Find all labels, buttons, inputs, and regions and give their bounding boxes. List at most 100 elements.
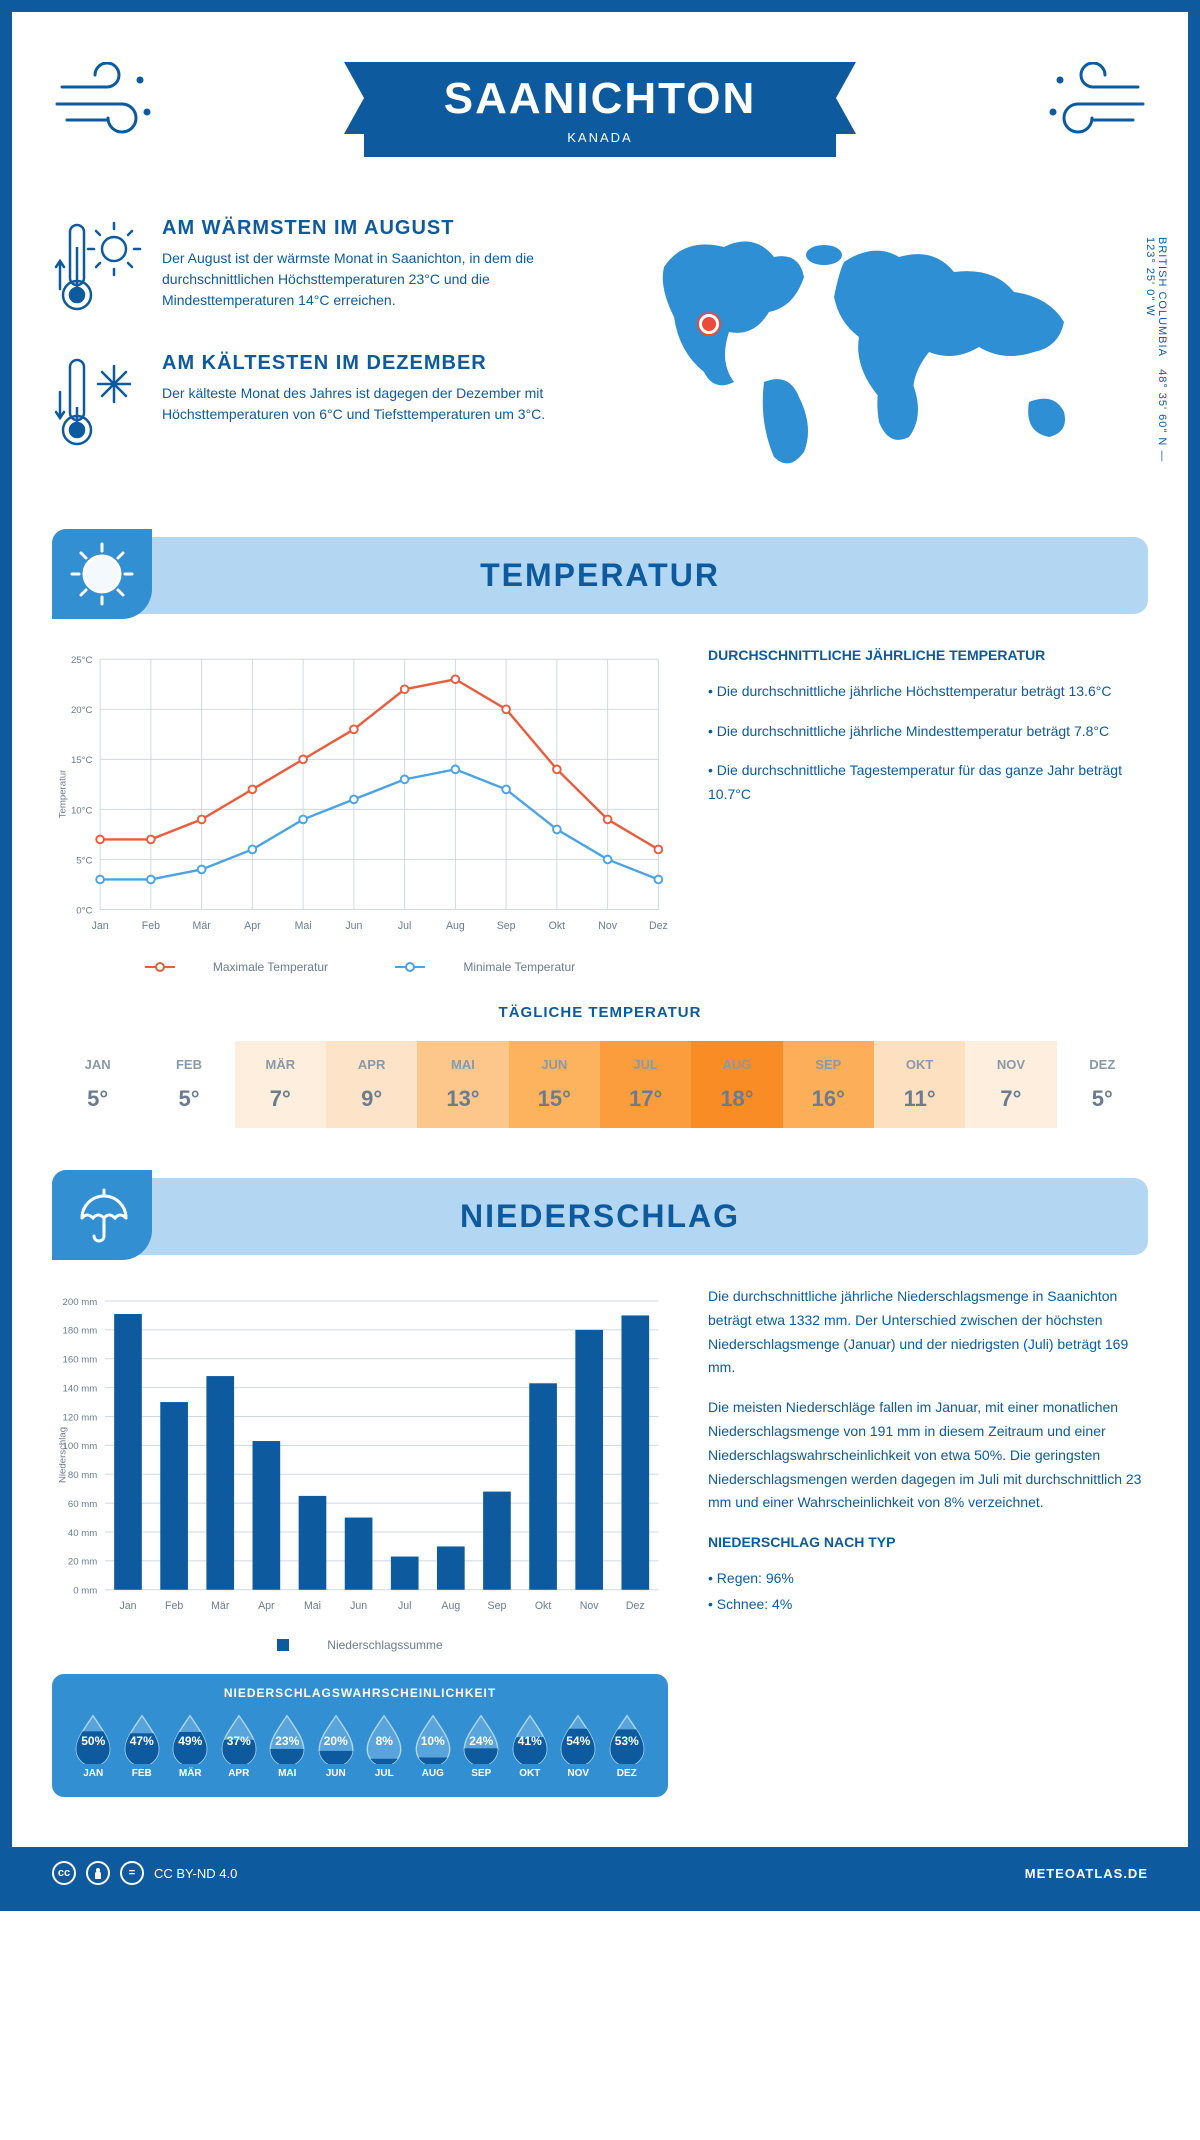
svg-text:5°C: 5°C bbox=[76, 855, 92, 866]
svg-text:Mär: Mär bbox=[211, 1600, 230, 1612]
coldest-title: AM KÄLTESTEN IM DEZEMBER bbox=[162, 352, 580, 375]
svg-text:200 mm: 200 mm bbox=[63, 1297, 98, 1308]
prob-drop: 37% APR bbox=[216, 1712, 263, 1779]
umbrella-icon bbox=[52, 1170, 152, 1260]
temp-cell: JUL17° bbox=[600, 1041, 691, 1128]
svg-text:20°C: 20°C bbox=[71, 705, 93, 716]
svg-text:Jul: Jul bbox=[398, 920, 412, 932]
precip-summary: Die durchschnittliche jährliche Niedersc… bbox=[708, 1285, 1148, 1797]
svg-text:20 mm: 20 mm bbox=[68, 1557, 97, 1568]
temp-cell: MAI13° bbox=[417, 1041, 508, 1128]
cc-icon: cc bbox=[52, 1861, 76, 1885]
svg-text:Mär: Mär bbox=[193, 920, 212, 932]
svg-text:Okt: Okt bbox=[549, 920, 566, 932]
precip-section-header: NIEDERSCHLAG bbox=[52, 1178, 1148, 1255]
svg-text:Feb: Feb bbox=[142, 920, 160, 932]
thermometer-sun-icon bbox=[52, 217, 142, 322]
nd-icon: = bbox=[120, 1861, 144, 1885]
site-name: METEOATLAS.DE bbox=[1025, 1866, 1148, 1881]
world-map: BRITISH COLUMBIA 48° 35' 60" N — 123° 25… bbox=[620, 217, 1148, 487]
prob-drop: 24% SEP bbox=[458, 1712, 505, 1779]
svg-text:160 mm: 160 mm bbox=[63, 1355, 98, 1366]
temp-cell: OKT11° bbox=[874, 1041, 965, 1128]
hottest-fact: AM WÄRMSTEN IM AUGUST Der August ist der… bbox=[52, 217, 580, 322]
temp-cell: DEZ5° bbox=[1057, 1041, 1148, 1128]
svg-text:Jun: Jun bbox=[345, 920, 362, 932]
svg-text:120 mm: 120 mm bbox=[63, 1412, 98, 1423]
coldest-fact: AM KÄLTESTEN IM DEZEMBER Der kälteste Mo… bbox=[52, 352, 580, 457]
temperature-title: TEMPERATUR bbox=[72, 557, 1128, 594]
svg-text:Jun: Jun bbox=[350, 1600, 367, 1612]
svg-text:40 mm: 40 mm bbox=[68, 1528, 97, 1539]
page-subtitle: KANADA bbox=[444, 130, 757, 145]
temp-cell: MÄR7° bbox=[235, 1041, 326, 1128]
title-banner: SAANICHTON KANADA bbox=[364, 62, 837, 157]
sun-icon bbox=[52, 529, 152, 619]
prob-drop: 20% JUN bbox=[313, 1712, 360, 1779]
svg-text:60 mm: 60 mm bbox=[68, 1499, 97, 1510]
svg-text:Dez: Dez bbox=[649, 920, 668, 932]
precip-chart-legend: Niederschlagssumme bbox=[52, 1638, 668, 1654]
wind-icon bbox=[52, 62, 162, 147]
temp-cell: SEP16° bbox=[783, 1041, 874, 1128]
svg-text:Sep: Sep bbox=[497, 920, 516, 932]
prob-drop: 8% JUL bbox=[361, 1712, 408, 1779]
svg-text:Niederschlag: Niederschlag bbox=[57, 1427, 68, 1483]
temperature-line-chart: 0°C 5°C 10°C 15°C 20°C 25°C Jan Feb Mär Apr Mai Jun… bbox=[52, 644, 668, 944]
temperature-section-header: TEMPERATUR bbox=[52, 537, 1148, 614]
svg-text:180 mm: 180 mm bbox=[63, 1326, 98, 1337]
prob-drop: 23% MAI bbox=[264, 1712, 311, 1779]
precip-bar-chart: 0 mm20 mm40 mm60 mm80 mm100 mm120 mm140 … bbox=[52, 1285, 668, 1625]
by-icon bbox=[86, 1861, 110, 1885]
temp-cell: NOV7° bbox=[965, 1041, 1056, 1128]
svg-text:Jan: Jan bbox=[119, 1600, 136, 1612]
svg-text:10°C: 10°C bbox=[71, 805, 93, 816]
license-text: CC BY-ND 4.0 bbox=[154, 1866, 237, 1881]
svg-text:Sep: Sep bbox=[488, 1600, 507, 1612]
svg-text:Nov: Nov bbox=[580, 1600, 600, 1612]
precip-title: NIEDERSCHLAG bbox=[72, 1198, 1128, 1235]
svg-text:Mai: Mai bbox=[295, 920, 312, 932]
svg-text:Apr: Apr bbox=[258, 1600, 275, 1612]
svg-text:140 mm: 140 mm bbox=[63, 1383, 98, 1394]
svg-text:Nov: Nov bbox=[598, 920, 618, 932]
svg-text:Mai: Mai bbox=[304, 1600, 321, 1612]
prob-drop: 53% DEZ bbox=[604, 1712, 651, 1779]
svg-text:Aug: Aug bbox=[446, 920, 465, 932]
hottest-text: Der August ist der wärmste Monat in Saan… bbox=[162, 248, 580, 311]
temp-cell: APR9° bbox=[326, 1041, 417, 1128]
wind-icon bbox=[1038, 62, 1148, 147]
temp-cell: JAN5° bbox=[52, 1041, 143, 1128]
svg-text:Temperatur: Temperatur bbox=[57, 769, 68, 818]
coordinates: BRITISH COLUMBIA 48° 35' 60" N — 123° 25… bbox=[1144, 237, 1168, 487]
svg-text:Okt: Okt bbox=[535, 1600, 552, 1612]
temp-cell: AUG18° bbox=[691, 1041, 782, 1128]
svg-text:15°C: 15°C bbox=[71, 755, 93, 766]
prob-drop: 41% OKT bbox=[507, 1712, 554, 1779]
svg-text:Apr: Apr bbox=[244, 920, 261, 932]
hottest-title: AM WÄRMSTEN IM AUGUST bbox=[162, 217, 580, 240]
prob-drop: 49% MÄR bbox=[167, 1712, 214, 1779]
precip-probability-box: NIEDERSCHLAGSWAHRSCHEINLICHKEIT 50% JAN … bbox=[52, 1674, 668, 1797]
svg-text:Aug: Aug bbox=[441, 1600, 460, 1612]
svg-text:0 mm: 0 mm bbox=[73, 1586, 97, 1597]
temp-cell: FEB5° bbox=[143, 1041, 234, 1128]
header: SAANICHTON KANADA bbox=[52, 42, 1148, 187]
svg-text:25°C: 25°C bbox=[71, 655, 93, 666]
prob-drop: 50% JAN bbox=[70, 1712, 117, 1779]
svg-text:Dez: Dez bbox=[626, 1600, 645, 1612]
temperature-summary: DURCHSCHNITTLICHE JÄHRLICHE TEMPERATUR •… bbox=[708, 644, 1148, 974]
prob-drop: 10% AUG bbox=[410, 1712, 457, 1779]
svg-text:0°C: 0°C bbox=[76, 905, 92, 916]
svg-text:Feb: Feb bbox=[165, 1600, 183, 1612]
svg-text:Jul: Jul bbox=[398, 1600, 412, 1612]
daily-temperature-table: TÄGLICHE TEMPERATUR JAN5°FEB5°MÄR7°APR9°… bbox=[52, 1004, 1148, 1128]
svg-text:Jan: Jan bbox=[92, 920, 109, 932]
coldest-text: Der kälteste Monat des Jahres ist dagege… bbox=[162, 383, 580, 425]
infographic-frame: SAANICHTON KANADA AM WÄRMSTEN IM AUGUST … bbox=[0, 0, 1200, 1911]
prob-drop: 54% NOV bbox=[555, 1712, 602, 1779]
footer: cc = CC BY-ND 4.0 METEOATLAS.DE bbox=[12, 1847, 1188, 1899]
temp-chart-legend: Maximale Temperatur Minimale Temperatur bbox=[52, 957, 668, 974]
thermometer-snow-icon bbox=[52, 352, 142, 457]
svg-text:80 mm: 80 mm bbox=[68, 1470, 97, 1481]
